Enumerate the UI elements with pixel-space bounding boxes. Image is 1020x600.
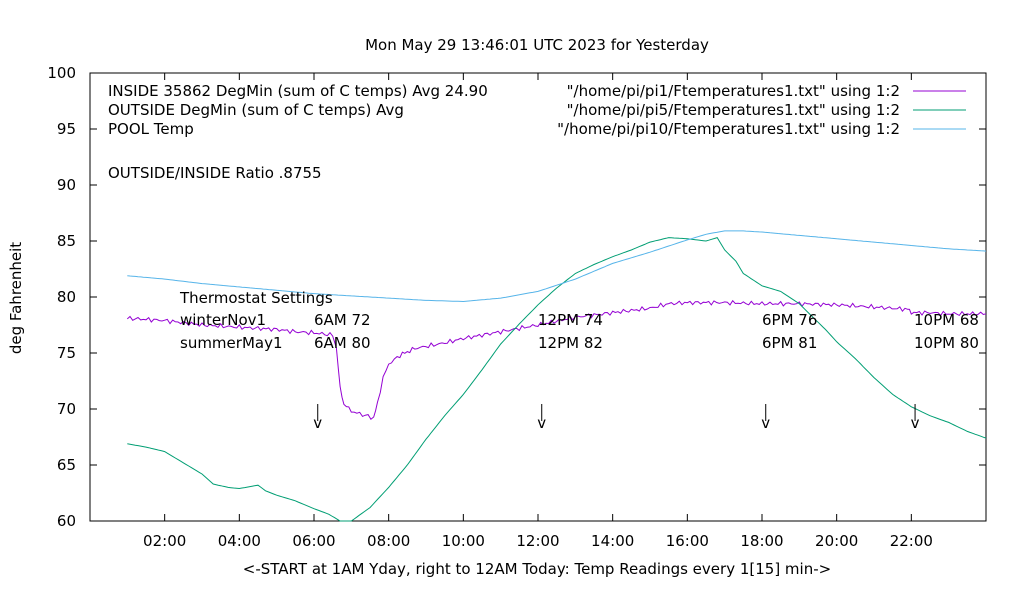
thermostat-entry: 10PM 80	[914, 334, 979, 352]
x-tick-label: 08:00	[367, 532, 410, 550]
thermostat-entry: 10PM 68	[914, 311, 979, 329]
x-tick-label: 04:00	[218, 532, 261, 550]
thermostat-annotations: OUTSIDE/INSIDE Ratio .8755 Thermostat Set…	[108, 164, 979, 432]
setpoint-arrow-head: v	[537, 414, 546, 432]
chart-title: Mon May 29 13:46:01 UTC 2023 for Yesterd…	[365, 36, 709, 54]
thermostat-row-label: summerMay1	[180, 334, 283, 352]
thermostat-entry: 6AM 72	[314, 311, 371, 329]
setpoint-arrow-head: v	[313, 414, 322, 432]
x-tick-label: 02:00	[143, 532, 186, 550]
y-tick-label: 85	[57, 232, 76, 250]
x-tick-label: 22:00	[890, 532, 933, 550]
legend-source-2: "/home/pi/pi10/Ftemperatures1.txt" using…	[557, 120, 900, 138]
y-tick-label: 75	[57, 344, 76, 362]
y-tick-label: 70	[57, 400, 76, 418]
y-tick-label: 95	[57, 120, 76, 138]
x-tick-label: 14:00	[591, 532, 634, 550]
thermostat-row-label: winterNov1	[180, 311, 266, 329]
series-line-1	[127, 237, 987, 522]
legend-label-1: OUTSIDE DegMin (sum of C temps) Avg	[108, 101, 404, 119]
legend-label-2: POOL Temp	[108, 120, 194, 138]
y-tick-label: 80	[57, 288, 76, 306]
setpoint-arrow-head: v	[761, 414, 770, 432]
y-tick-label: 60	[57, 512, 76, 530]
x-tick-label: 18:00	[740, 532, 783, 550]
y-axis-label: deg Fahrenheit	[7, 242, 25, 354]
x-tick-label: 12:00	[516, 532, 559, 550]
x-tick-label: 20:00	[815, 532, 858, 550]
y-tick-label: 100	[47, 64, 76, 82]
thermostat-title: Thermostat Settings	[179, 289, 333, 307]
thermostat-entry: 6PM 76	[762, 311, 817, 329]
setpoint-arrow-head: v	[911, 414, 920, 432]
series-line-2	[127, 230, 987, 303]
thermostat-entry: 12PM 82	[538, 334, 603, 352]
ratio-label: OUTSIDE/INSIDE Ratio .8755	[108, 164, 322, 182]
thermostat-entry: 6PM 81	[762, 334, 817, 352]
thermostat-entry: 6AM 80	[314, 334, 371, 352]
series-lines	[126, 230, 987, 522]
axis-ticks: 60 65 70 75 80 85 90 95 100 02:00 04:00 06:00 08:00 1…	[47, 64, 986, 550]
x-tick-label: 06:00	[292, 532, 335, 550]
y-tick-label: 90	[57, 176, 76, 194]
legend: INSIDE 35862 DegMin (sum of C temps) Avg…	[108, 82, 966, 138]
x-tick-label: 16:00	[666, 532, 709, 550]
legend-source-0: "/home/pi/pi1/Ftemperatures1.txt" using …	[567, 82, 900, 100]
series-line-0	[126, 299, 987, 421]
legend-label-0: INSIDE 35862 DegMin (sum of C temps) Avg…	[108, 82, 488, 100]
x-axis-label: <-START at 1AM Yday, right to 12AM Today…	[243, 560, 831, 578]
thermostat-entry: 12PM 74	[538, 311, 603, 329]
legend-source-1: "/home/pi/pi5/Ftemperatures1.txt" using …	[567, 101, 900, 119]
y-tick-label: 65	[57, 456, 76, 474]
x-tick-label: 10:00	[442, 532, 485, 550]
